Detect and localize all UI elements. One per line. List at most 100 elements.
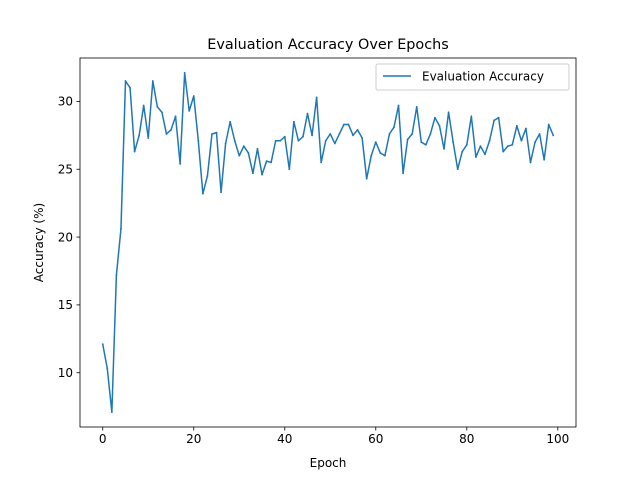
legend-label: Evaluation Accuracy [422, 70, 544, 84]
data-point [110, 411, 113, 413]
data-point [347, 123, 350, 126]
data-point [329, 133, 332, 135]
data-point [383, 154, 386, 157]
data-point [470, 115, 473, 118]
data-point [274, 139, 277, 142]
x-tick-label: 20 [186, 432, 201, 446]
data-point [452, 141, 455, 144]
data-point [197, 139, 200, 142]
data-point [224, 142, 227, 145]
data-point [352, 134, 354, 137]
data-point [538, 133, 541, 135]
data-point [406, 138, 409, 141]
data-point [415, 105, 418, 108]
data-point [106, 367, 109, 370]
data-point [238, 154, 241, 157]
data-point [261, 173, 263, 176]
legend: Evaluation Accuracy [375, 63, 570, 91]
data-point [133, 150, 136, 153]
plot-area [101, 72, 555, 413]
data-point [461, 150, 464, 153]
data-point [529, 161, 532, 164]
data-point [115, 274, 118, 276]
x-tick-label: 80 [459, 432, 474, 446]
data-point [161, 111, 163, 114]
data-point [488, 139, 491, 142]
data-point [420, 141, 423, 144]
data-point [306, 112, 309, 115]
data-point [201, 192, 204, 195]
data-point [179, 162, 182, 165]
data-point [215, 131, 218, 134]
data-point [311, 134, 313, 137]
data-point [265, 160, 268, 163]
data-point [124, 80, 127, 82]
data-point [247, 152, 250, 154]
x-tick-label: 60 [368, 432, 383, 446]
data-point [188, 110, 191, 112]
data-point [120, 228, 122, 230]
legend-box [375, 63, 570, 91]
data-point [288, 168, 291, 171]
data-point [543, 158, 546, 161]
data-point [552, 134, 555, 137]
data-point [151, 80, 154, 82]
data-point [229, 120, 232, 123]
data-point [361, 137, 364, 139]
data-point [252, 172, 254, 175]
data-point [156, 105, 159, 108]
data-point [192, 95, 195, 97]
data-point [101, 343, 104, 346]
series-line-0 [101, 72, 555, 413]
x-axis: 0 20 40 60 80 100 [99, 427, 569, 446]
data-point [283, 135, 286, 138]
data-point [515, 124, 518, 127]
data-point [520, 139, 523, 142]
data-point [506, 145, 509, 148]
data-point [256, 147, 259, 150]
y-tick-label: 30 [58, 95, 73, 109]
data-point [138, 134, 141, 137]
data-point [324, 139, 327, 142]
data-point [393, 126, 395, 129]
data-point [502, 150, 505, 153]
data-point [443, 147, 445, 150]
data-point [388, 133, 391, 135]
data-point [147, 137, 150, 139]
x-tick-label: 0 [99, 432, 107, 446]
data-point [174, 115, 177, 118]
data-point [474, 156, 477, 158]
data-point [233, 139, 236, 142]
data-point [434, 116, 436, 119]
data-point [292, 120, 295, 123]
data-point [511, 143, 514, 146]
data-point [220, 191, 222, 194]
y-tick-label: 15 [58, 298, 73, 312]
chart-title: Evaluation Accuracy Over Epochs [207, 37, 449, 53]
data-point [242, 145, 245, 148]
data-point [534, 141, 536, 144]
data-point [525, 127, 527, 130]
data-point [429, 133, 432, 135]
data-point [343, 123, 345, 126]
data-point [456, 168, 459, 171]
data-point [493, 119, 495, 122]
data-point [302, 135, 304, 138]
data-point [297, 139, 300, 142]
data-point [547, 123, 550, 126]
data-point [142, 104, 145, 107]
y-tick-label: 10 [58, 366, 73, 380]
data-point [183, 72, 186, 74]
y-tick-label: 25 [58, 163, 73, 177]
data-point [170, 129, 172, 131]
data-point [397, 104, 400, 107]
data-point [279, 139, 282, 142]
data-point [211, 133, 213, 135]
data-point [497, 116, 500, 119]
data-point [484, 153, 486, 156]
x-tick-label: 40 [277, 432, 292, 446]
data-point [129, 86, 131, 89]
data-point [465, 143, 468, 146]
y-tick-label: 20 [58, 230, 73, 244]
